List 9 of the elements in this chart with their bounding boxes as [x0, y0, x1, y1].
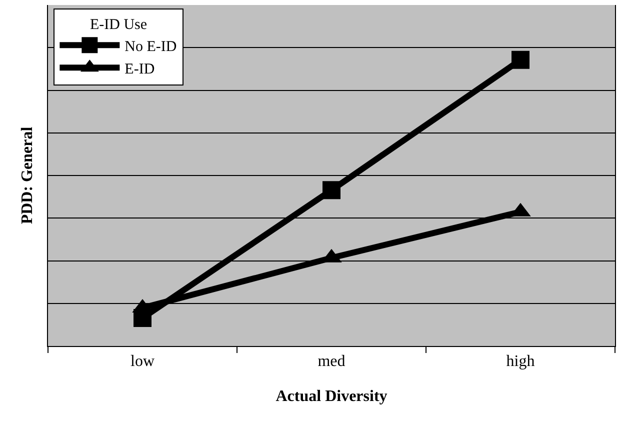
point [512, 50, 530, 69]
x-tick-label: high [506, 353, 535, 370]
legend-label: E-ID [124, 62, 155, 78]
y-axis-title: PDD: General [18, 126, 36, 224]
x-axis-title: Actual Diversity [276, 388, 388, 405]
legend-label: No E-ID [124, 39, 177, 56]
x-tick-label: med [318, 353, 346, 370]
legend-title: E-ID Use [90, 16, 148, 33]
x-tick-label: low [130, 353, 155, 370]
